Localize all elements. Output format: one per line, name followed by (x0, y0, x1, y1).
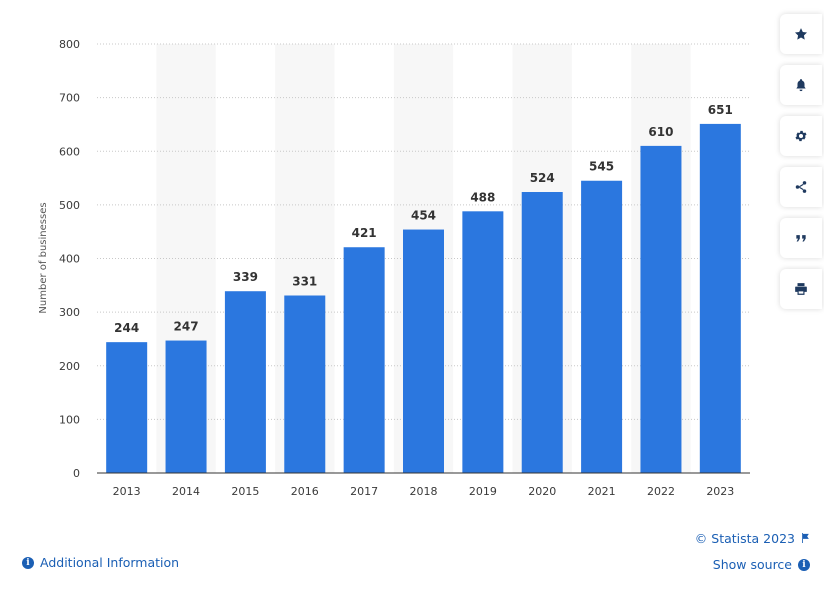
y-tick-label: 300 (59, 306, 80, 319)
bar (343, 247, 385, 473)
bar (403, 229, 444, 473)
y-tick-label: 200 (59, 360, 80, 373)
data-label: 244 (114, 321, 139, 335)
data-label: 488 (470, 190, 495, 204)
x-tick-label: 2015 (231, 485, 259, 498)
y-tick-label: 100 (59, 413, 80, 426)
bar (640, 145, 682, 473)
data-label: 610 (648, 125, 673, 139)
x-tick-label: 2020 (528, 485, 556, 498)
data-label: 339 (233, 270, 258, 284)
bar (224, 291, 266, 473)
settings-button[interactable] (780, 116, 822, 156)
x-tick-label: 2023 (706, 485, 734, 498)
y-axis-title: Number of businesses (38, 202, 49, 313)
favorite-button[interactable] (780, 14, 822, 54)
info-icon: i (798, 558, 810, 571)
bar (699, 123, 741, 474)
bar (462, 211, 504, 473)
y-tick-label: 400 (59, 253, 80, 266)
x-tick-label: 2017 (350, 485, 378, 498)
y-tick-label: 500 (59, 199, 80, 212)
y-tick-label: 800 (59, 38, 80, 51)
y-tick-label: 0 (73, 467, 80, 480)
x-tick-label: 2021 (588, 485, 616, 498)
y-tick-label: 600 (59, 145, 80, 158)
data-label: 545 (589, 160, 614, 174)
data-label: 524 (530, 171, 555, 185)
x-tick-label: 2019 (469, 485, 497, 498)
data-label: 454 (411, 209, 436, 223)
show-source-label: Show source (712, 557, 792, 572)
additional-information-link[interactable]: i Additional Information (22, 555, 179, 570)
cite-button[interactable] (780, 218, 822, 258)
data-label: 651 (708, 103, 733, 117)
copyright-text[interactable]: © Statista 2023 (694, 531, 795, 546)
bar (165, 340, 207, 473)
x-tick-label: 2013 (113, 485, 141, 498)
print-icon (795, 283, 807, 295)
notification-button[interactable] (780, 65, 822, 105)
x-tick-label: 2014 (172, 485, 200, 498)
data-label: 247 (174, 320, 199, 334)
share-button[interactable] (780, 167, 822, 207)
additional-information-label: Additional Information (40, 555, 180, 570)
star-icon (794, 28, 808, 40)
share-icon (795, 181, 807, 193)
print-button[interactable] (780, 269, 822, 309)
data-label: 331 (292, 275, 317, 289)
x-tick-label: 2022 (647, 485, 675, 498)
x-tick-label: 2018 (410, 485, 438, 498)
bar (521, 192, 563, 473)
bar (581, 180, 623, 473)
copyright: © Statista 2023 (695, 531, 810, 546)
show-source-link[interactable]: Show source i (713, 557, 810, 572)
gear-icon (795, 130, 807, 142)
data-label: 421 (352, 226, 377, 240)
quote-icon (796, 235, 806, 242)
info-icon: i (22, 556, 34, 569)
bell-icon (796, 79, 806, 92)
flag-icon[interactable] (801, 531, 810, 546)
bar (106, 342, 148, 473)
bar (284, 295, 326, 473)
x-tick-label: 2016 (291, 485, 319, 498)
y-tick-label: 700 (59, 92, 80, 105)
